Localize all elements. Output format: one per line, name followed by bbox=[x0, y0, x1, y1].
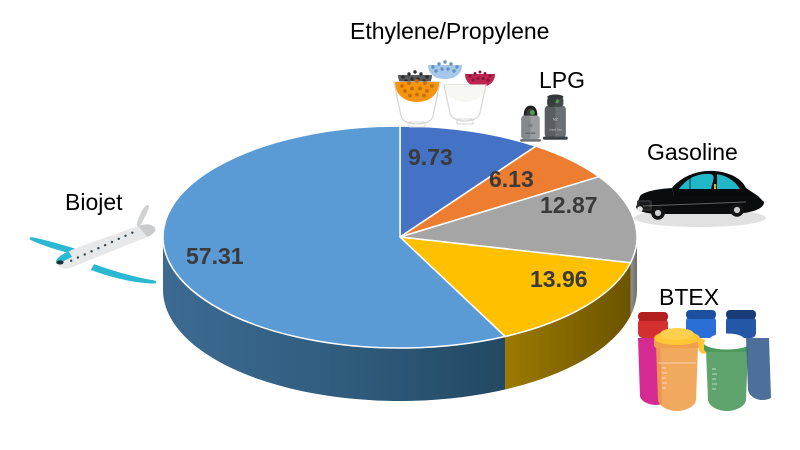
svg-text:NZ: NZ bbox=[528, 124, 532, 128]
svg-text:Liquid Gas: Liquid Gas bbox=[549, 127, 562, 131]
svg-text:Gas tank: Gas tank bbox=[526, 132, 537, 135]
svg-text:NZ: NZ bbox=[553, 118, 559, 122]
